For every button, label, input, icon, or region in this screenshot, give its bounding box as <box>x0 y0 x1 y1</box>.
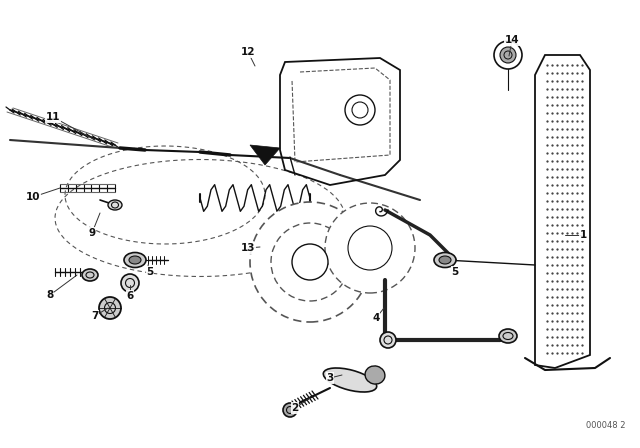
Ellipse shape <box>121 274 139 292</box>
Text: 13: 13 <box>241 243 255 253</box>
Text: 3: 3 <box>326 373 333 383</box>
Text: 9: 9 <box>88 228 95 238</box>
Ellipse shape <box>365 366 385 384</box>
Circle shape <box>494 41 522 69</box>
Circle shape <box>292 244 328 280</box>
Ellipse shape <box>323 368 377 392</box>
Ellipse shape <box>129 256 141 264</box>
Circle shape <box>271 223 349 301</box>
Ellipse shape <box>108 200 122 210</box>
Circle shape <box>325 203 415 293</box>
Ellipse shape <box>380 332 396 348</box>
Polygon shape <box>250 145 280 165</box>
Text: 000048 2: 000048 2 <box>586 421 625 430</box>
Text: 5: 5 <box>147 267 154 277</box>
Text: 11: 11 <box>45 112 60 122</box>
Text: 7: 7 <box>92 311 99 321</box>
Text: 4: 4 <box>372 313 380 323</box>
Circle shape <box>500 47 516 63</box>
Ellipse shape <box>283 403 297 417</box>
Text: 8: 8 <box>46 290 54 300</box>
Text: 5: 5 <box>451 267 459 277</box>
Text: 10: 10 <box>26 192 40 202</box>
Text: 12: 12 <box>241 47 255 57</box>
Ellipse shape <box>124 253 146 267</box>
Text: 1: 1 <box>579 230 587 240</box>
Text: 2: 2 <box>291 403 299 413</box>
Circle shape <box>348 226 392 270</box>
Ellipse shape <box>99 297 121 319</box>
Ellipse shape <box>82 269 98 281</box>
Text: 6: 6 <box>126 291 134 301</box>
Ellipse shape <box>434 253 456 267</box>
Text: 14: 14 <box>505 35 519 45</box>
Circle shape <box>345 95 375 125</box>
Circle shape <box>250 202 370 322</box>
Ellipse shape <box>499 329 517 343</box>
Ellipse shape <box>439 256 451 264</box>
